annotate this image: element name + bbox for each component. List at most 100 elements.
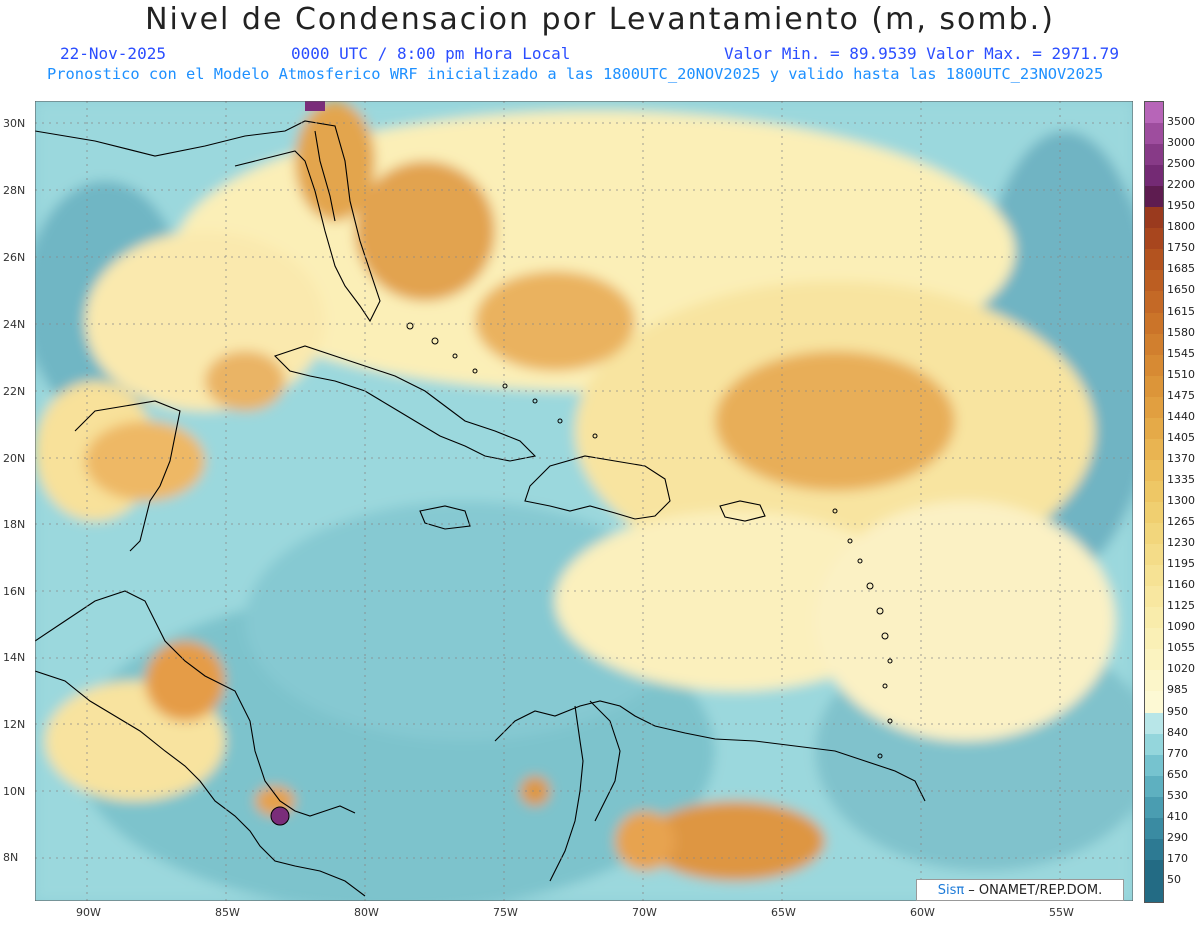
colorbar-segment [1145, 375, 1163, 398]
colorbar-segment [1145, 670, 1163, 692]
colorbar-level-label: 1160 [1167, 578, 1195, 592]
forecast-map [35, 101, 1133, 901]
colorbar-segment [1145, 712, 1163, 735]
colorbar-segment [1145, 754, 1163, 777]
colorbar-segment [1145, 249, 1163, 271]
colorbar-segment [1145, 438, 1163, 461]
colorbar-level-label: 1510 [1167, 367, 1195, 381]
colorbar-level-label: 1265 [1167, 515, 1195, 529]
colorbar-level-label: 1545 [1167, 346, 1195, 360]
colorbar-level-label: 1195 [1167, 557, 1195, 571]
colorbar-segment [1145, 291, 1163, 314]
colorbar-segment [1145, 523, 1163, 545]
colorbar-level-label: 950 [1167, 704, 1188, 718]
lat-label-26n: 26N [3, 251, 26, 264]
lat-label-20n: 20N [3, 452, 26, 465]
colorbar-level-label: 1370 [1167, 451, 1195, 465]
colorbar-level-label: 1405 [1167, 430, 1195, 444]
lcl-shading [35, 101, 1133, 901]
colorbar-segment [1145, 817, 1163, 840]
colorbar-segment [1145, 480, 1163, 503]
min-max-values: Valor Min. = 89.9539 Valor Max. = 2971.7… [724, 44, 1119, 63]
colorbar-segment [1145, 123, 1163, 145]
lat-label-18n: 18N [3, 518, 26, 531]
credit-box: Sisπ – ONAMET/REP.DOM. [916, 879, 1124, 901]
lon-label-85w: 85W [215, 906, 240, 919]
lat-label-30n: 30N [3, 117, 26, 130]
colorbar-level-label: 1615 [1167, 304, 1195, 318]
colorbar-level-label: 1300 [1167, 494, 1195, 507]
colorbar-level-label: 2200 [1167, 178, 1195, 192]
colorbar-segment [1145, 312, 1163, 335]
colorbar-segment [1145, 396, 1163, 419]
lon-label-70w: 70W [632, 906, 657, 919]
colorbar-level-label: 1750 [1167, 241, 1195, 255]
credit-text: – ONAMET/REP.DOM. [968, 882, 1103, 898]
colorbar-level-label: 1580 [1167, 325, 1195, 339]
lat-label-28n: 28N [3, 184, 26, 197]
colorbar-segment [1145, 228, 1163, 250]
colorbar-level-label: 1230 [1167, 536, 1195, 550]
lon-label-60w: 60W [910, 906, 935, 919]
colorbar-segment [1145, 144, 1163, 166]
colorbar-segment [1145, 880, 1163, 903]
colorbar-segment [1145, 691, 1163, 714]
colorbar-segment [1145, 586, 1163, 608]
sispi-logo: Sisπ [937, 882, 965, 898]
colorbar-segment [1145, 102, 1163, 124]
colorbar-level-label: 3000 [1167, 136, 1195, 150]
colorbar-level-label: 1650 [1167, 283, 1195, 297]
colorbar-segment [1145, 417, 1163, 440]
forecast-time: 0000 UTC / 8:00 pm Hora Local [291, 44, 571, 63]
colorbar-segment [1145, 186, 1163, 208]
colorbar-level-label: 1800 [1167, 220, 1195, 234]
colorbar-level-label: 650 [1167, 767, 1188, 781]
lat-label-8n: 8N [3, 851, 19, 864]
forecast-date: 22-Nov-2025 [60, 44, 166, 63]
colorbar-segment [1145, 207, 1163, 229]
colorbar-level-label: 170 [1167, 851, 1188, 865]
colorbar-level-label: 1055 [1167, 641, 1195, 655]
lat-label-10n: 10N [3, 785, 26, 798]
colorbar-segment [1145, 607, 1163, 629]
colorbar-level-label: 530 [1167, 788, 1188, 802]
lon-label-90w: 90W [76, 906, 101, 919]
lat-label-12n: 12N [3, 718, 26, 731]
colorbar-segment [1145, 270, 1163, 292]
colorbar-segment [1145, 459, 1163, 482]
colorbar-segment [1145, 354, 1163, 377]
colorbar-segment [1145, 628, 1163, 650]
lat-label-16n: 16N [3, 585, 26, 598]
colorbar-level-label: 3500 [1167, 115, 1195, 129]
lon-label-55w: 55W [1049, 906, 1074, 919]
colorbar-level-label: 1020 [1167, 662, 1195, 676]
lon-label-75w: 75W [493, 906, 518, 919]
colorbar [1144, 101, 1164, 903]
colorbar-segment [1145, 502, 1163, 524]
colorbar-segment [1145, 165, 1163, 187]
colorbar-segment [1145, 565, 1163, 587]
colorbar-level-label: 1685 [1167, 262, 1195, 276]
lat-label-24n: 24N [3, 318, 26, 331]
colorbar-segment [1145, 859, 1163, 882]
colorbar-segment [1145, 544, 1163, 566]
coastlines [35, 120, 926, 897]
colorbar-level-label: 290 [1167, 830, 1188, 844]
colorbar-level-label: 410 [1167, 809, 1188, 823]
colorbar-level-label: 985 [1167, 683, 1188, 697]
colorbar-level-label: 1090 [1167, 620, 1195, 634]
lon-label-80w: 80W [354, 906, 379, 919]
colorbar-segment [1145, 649, 1163, 671]
colorbar-segment [1145, 775, 1163, 798]
colorbar-level-label: 50 [1167, 872, 1181, 886]
colorbar-level-label: 770 [1167, 746, 1188, 760]
colorbar-level-label: 2500 [1167, 157, 1195, 171]
lon-label-65w: 65W [771, 906, 796, 919]
graticule [35, 101, 1133, 901]
colorbar-segment [1145, 333, 1163, 356]
colorbar-level-label: 840 [1167, 725, 1188, 739]
colorbar-segment [1145, 733, 1163, 756]
lat-label-14n: 14N [3, 651, 26, 664]
colorbar-level-label: 1475 [1167, 388, 1195, 402]
model-description: Pronostico con el Modelo Atmosferico WRF… [47, 65, 1104, 83]
